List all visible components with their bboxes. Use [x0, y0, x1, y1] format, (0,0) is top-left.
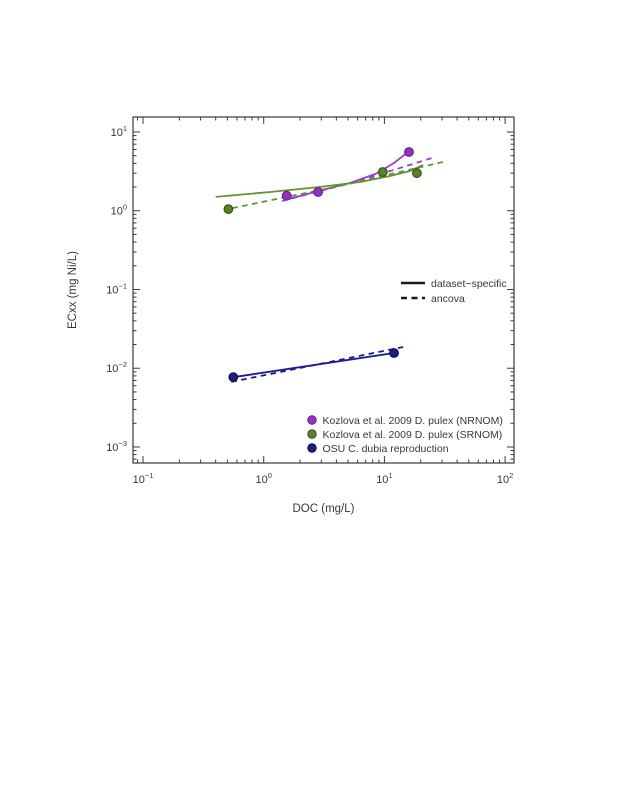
line-legend-label-dashed: ancova: [431, 293, 465, 305]
data-point-series-1: [377, 167, 388, 177]
y-tick-label: 101: [111, 124, 127, 139]
legend-label-nrnom: Kozlova et al. 2009 D. pulex (NRNOM): [323, 415, 503, 427]
legend-marker-osu: [307, 443, 317, 453]
fit-line-ancova-1: [232, 161, 444, 209]
legend-label-osu: OSU C. dubia reproduction: [323, 443, 449, 455]
data-point-series-0: [281, 190, 292, 201]
series-legend: Kozlova et al. 2009 D. pulex (NRNOM) Koz…: [307, 415, 503, 455]
x-tick-label: 100: [256, 471, 272, 486]
data-point-series-0: [404, 147, 414, 157]
data-point-series-2: [228, 372, 239, 383]
x-tick-label: 101: [376, 471, 392, 486]
x-axis-label: DOC (mg/L): [293, 503, 355, 515]
data-point-series-2: [389, 348, 399, 358]
data-point-series-1: [412, 168, 422, 179]
y-tick-label: 100: [111, 203, 127, 218]
data-series: [215, 147, 444, 383]
y-tick-label: 10−2: [106, 360, 127, 375]
legend-marker-srnom: [307, 429, 317, 439]
y-tick-label: 10−3: [106, 439, 127, 454]
axes: 10−1 100 101 102 101 100 10−1 10−2 10−3: [106, 116, 515, 486]
plot-frame: [132, 116, 515, 464]
fit-line-ancova-0: [281, 157, 433, 202]
line-style-legend: dataset−specific ancova: [401, 278, 507, 305]
y-tick-label: 10−1: [106, 281, 127, 296]
data-point-series-0: [313, 187, 324, 197]
x-tick-label: 102: [497, 471, 513, 486]
y-axis-label: ECxx (mg Ni/L): [67, 251, 79, 329]
legend-label-srnom: Kozlova et al. 2009 D. pulex (SRNOM): [323, 429, 503, 441]
data-point-series-1: [223, 204, 234, 215]
line-legend-label-solid: dataset−specific: [431, 278, 507, 290]
x-tick-label: 10−1: [133, 471, 154, 486]
legend-marker-nrnom: [307, 415, 317, 425]
